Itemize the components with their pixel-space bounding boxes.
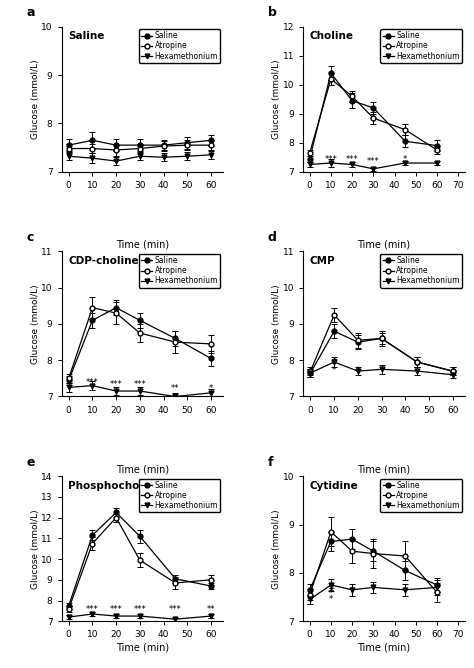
Text: ***: ***: [134, 380, 146, 389]
Title: Time (min): Time (min): [357, 239, 410, 249]
Y-axis label: Glucose (mmol/L): Glucose (mmol/L): [31, 59, 40, 139]
Text: **: **: [171, 384, 180, 393]
Text: ***: ***: [346, 156, 358, 164]
Text: ***: ***: [86, 605, 99, 614]
Text: Choline: Choline: [310, 31, 354, 41]
Text: *: *: [356, 366, 360, 375]
Title: Time (min): Time (min): [357, 464, 410, 474]
Text: #: #: [328, 586, 335, 595]
Legend: Saline, Atropine, Hexamethonium: Saline, Atropine, Hexamethonium: [381, 478, 462, 512]
Text: *: *: [332, 366, 336, 375]
Text: d: d: [268, 231, 277, 244]
Text: ***: ***: [169, 605, 182, 614]
Text: e: e: [26, 456, 35, 469]
X-axis label: Time (min): Time (min): [116, 642, 169, 652]
Text: ***: ***: [134, 605, 146, 614]
Text: Phosphocholine: Phosphocholine: [68, 480, 161, 490]
Text: *: *: [209, 384, 213, 393]
Text: b: b: [268, 7, 277, 19]
X-axis label: Time (min): Time (min): [357, 642, 410, 652]
Title: Time (min): Time (min): [116, 464, 169, 474]
Y-axis label: Glucose (mmol/L): Glucose (mmol/L): [273, 509, 282, 589]
Title: Time (min): Time (min): [116, 239, 169, 249]
Text: *: *: [380, 366, 383, 375]
Text: Saline: Saline: [68, 31, 104, 41]
Legend: Saline, Atropine, Hexamethonium: Saline, Atropine, Hexamethonium: [381, 29, 462, 63]
Text: Cytidine: Cytidine: [310, 480, 358, 490]
Text: CDP-choline: CDP-choline: [68, 256, 139, 266]
Text: *: *: [329, 595, 333, 605]
Y-axis label: Glucose (mmol/L): Glucose (mmol/L): [31, 509, 40, 589]
Text: ***: ***: [367, 157, 380, 166]
Legend: Saline, Atropine, Hexamethonium: Saline, Atropine, Hexamethonium: [139, 254, 220, 288]
Text: ***: ***: [86, 378, 99, 387]
Text: ***: ***: [325, 156, 337, 164]
Text: f: f: [268, 456, 273, 469]
Text: a: a: [26, 7, 35, 19]
Text: ***: ***: [110, 380, 122, 389]
Text: ***: ***: [110, 605, 122, 614]
Y-axis label: Glucose (mmol/L): Glucose (mmol/L): [31, 284, 40, 364]
Text: c: c: [26, 231, 34, 244]
Text: *: *: [371, 586, 375, 595]
Text: #: #: [331, 357, 337, 365]
Text: *: *: [350, 586, 354, 595]
Y-axis label: Glucose (mmol/L): Glucose (mmol/L): [273, 284, 282, 364]
Text: *: *: [403, 156, 407, 164]
Text: CMP: CMP: [310, 256, 336, 266]
Text: **: **: [207, 605, 215, 614]
Legend: Saline, Atropine, Hexamethonium: Saline, Atropine, Hexamethonium: [139, 29, 220, 63]
Legend: Saline, Atropine, Hexamethonium: Saline, Atropine, Hexamethonium: [381, 254, 462, 288]
Y-axis label: Glucose (mmol/L): Glucose (mmol/L): [273, 59, 282, 139]
Legend: Saline, Atropine, Hexamethonium: Saline, Atropine, Hexamethonium: [139, 478, 220, 512]
